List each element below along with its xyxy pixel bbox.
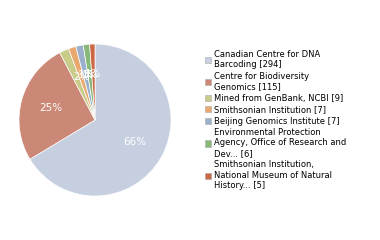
Wedge shape xyxy=(60,49,95,120)
Text: 1%: 1% xyxy=(78,70,94,80)
Wedge shape xyxy=(30,44,171,196)
Wedge shape xyxy=(83,44,95,120)
Text: 25%: 25% xyxy=(40,103,63,113)
Wedge shape xyxy=(76,45,95,120)
Wedge shape xyxy=(90,44,95,120)
Text: 66%: 66% xyxy=(123,138,146,147)
Text: 2%: 2% xyxy=(73,72,90,82)
Legend: Canadian Centre for DNA
Barcoding [294], Centre for Biodiversity
Genomics [115],: Canadian Centre for DNA Barcoding [294],… xyxy=(204,49,348,191)
Text: 1%: 1% xyxy=(85,69,101,79)
Wedge shape xyxy=(69,47,95,120)
Wedge shape xyxy=(19,53,95,159)
Text: 1%: 1% xyxy=(82,70,98,80)
